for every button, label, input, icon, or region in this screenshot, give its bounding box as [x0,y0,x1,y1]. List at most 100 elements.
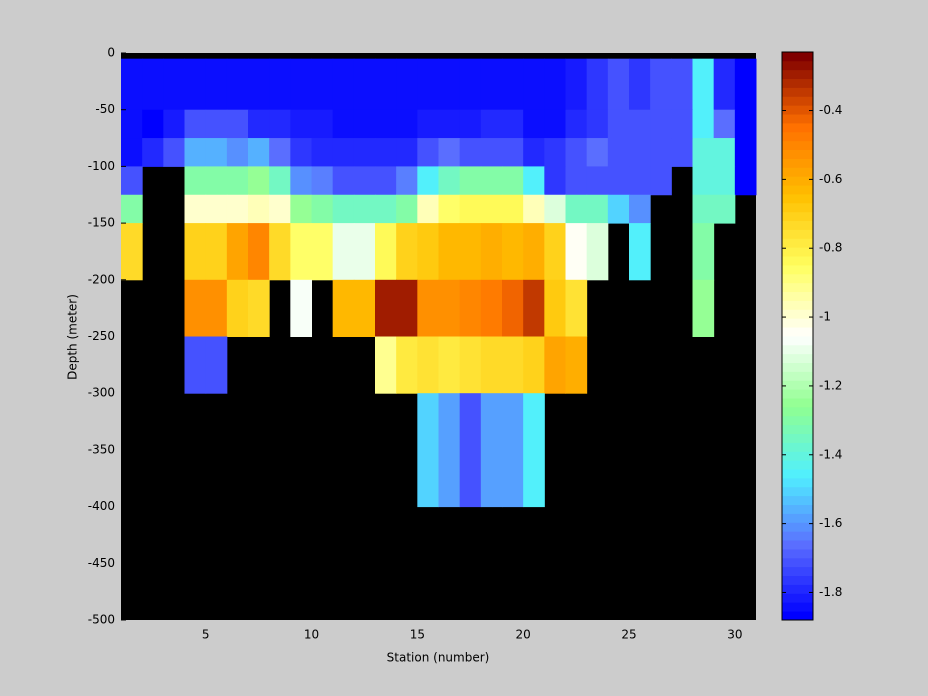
colorbar-step [782,327,813,337]
colorbar-step [782,504,813,514]
colorbar-step [782,522,813,532]
heatmap-cell [544,109,566,139]
colorbar-step [782,291,813,301]
heatmap-cell [629,223,651,281]
heatmap-cell [332,166,355,196]
heatmap-cell [248,223,270,281]
heatmap-cell [480,58,503,111]
heatmap-cell [438,166,461,196]
heatmap-cell [544,223,566,281]
heatmap-cell [692,279,715,337]
colorbar-step [782,114,813,124]
heatmap-cell [226,194,249,224]
heatmap-cell [417,166,439,196]
colorbar-step [782,300,813,310]
heatmap-cell [184,138,207,167]
heatmap-cell [586,223,609,281]
heatmap-cell [417,279,439,337]
heatmap-cell [523,58,545,111]
heatmap-cell [121,109,143,139]
heatmap-cell [586,58,609,111]
heatmap-cell [417,109,439,139]
colorbar-step [782,78,813,88]
heatmap-cell [544,58,566,111]
heatmap-cell [226,58,249,111]
colorbar-step [782,202,813,213]
heatmap-cell [205,194,228,224]
heatmap-cell [184,336,207,394]
heatmap-cell [502,138,524,167]
heatmap-cell [459,223,482,281]
heatmap-cell [396,336,418,394]
colorbar-step [782,256,813,266]
x-axis-label: Station (number) [387,651,490,665]
y-tick-label: -50 [95,102,115,116]
heatmap-cell [607,138,630,167]
colorbar-step [782,336,813,346]
heatmap-cell [205,109,228,139]
colorbar-tick-label: -1.6 [819,516,842,530]
colorbar-step [782,380,813,390]
heatmap-cell [734,166,757,196]
heatmap-cell [290,138,312,167]
heatmap-cell [226,279,249,337]
heatmap-cell [459,166,482,196]
heatmap-cell [375,223,397,281]
heatmap-cell [121,138,143,167]
heatmap-cell [184,166,207,196]
heatmap-cell [184,58,207,111]
heatmap-cell [417,138,439,167]
heatmap-cell [396,166,418,196]
heatmap-cell [734,138,757,167]
heatmap-cell [586,138,609,167]
colorbar-step [782,211,813,222]
colorbar-step [782,584,813,594]
colorbar-step [782,60,813,71]
colorbar-tick-label: -1.4 [819,447,842,461]
heatmap-cell [205,336,228,394]
heatmap-cell [650,166,672,196]
heatmap-cell [523,393,545,508]
heatmap-cell [311,194,334,224]
heatmap-cell [290,279,312,337]
colorbar-step [782,149,813,159]
heatmap-cell [523,166,545,196]
heatmap-cell [248,279,270,337]
heatmap-cell [459,194,482,224]
heatmap-cell [269,109,291,139]
heatmap-cell [607,58,630,111]
colorbar-step [782,407,813,417]
heatmap-cell [523,223,545,281]
colorbar-step [782,247,813,257]
heatmap-cell [184,279,207,337]
heatmap-cell [713,109,736,139]
colorbar-tick-label: -0.8 [819,241,842,255]
colorbar-tick-label: -1.2 [819,378,842,392]
colorbar-step [782,96,813,106]
y-tick-label: -250 [88,329,115,343]
colorbar-step [782,611,813,621]
colorbar-step [782,229,813,239]
heatmap-cell [502,166,524,196]
colorbar-step [782,593,813,603]
y-tick-label: -350 [88,442,115,456]
heatmap-cell [544,336,566,394]
colorbar-step [782,273,813,284]
heatmap-cell [607,166,630,196]
heatmap-cell [332,279,355,337]
x-tick-label: 5 [202,628,210,642]
heatmap-cell [480,109,503,139]
heatmap-cell [184,223,207,281]
heatmap-cell [332,138,355,167]
heatmap-cell [629,58,651,111]
y-tick-label: -300 [88,386,115,400]
heatmap-cell [269,58,291,111]
heatmap-cell [713,166,736,196]
colorbar-step [782,265,813,275]
heatmap-cell [523,336,545,394]
heatmap-cell [226,166,249,196]
heatmap-cell [502,279,524,337]
heatmap-cell [438,138,461,167]
heatmap-cell [311,58,334,111]
heatmap-cell [269,138,291,167]
